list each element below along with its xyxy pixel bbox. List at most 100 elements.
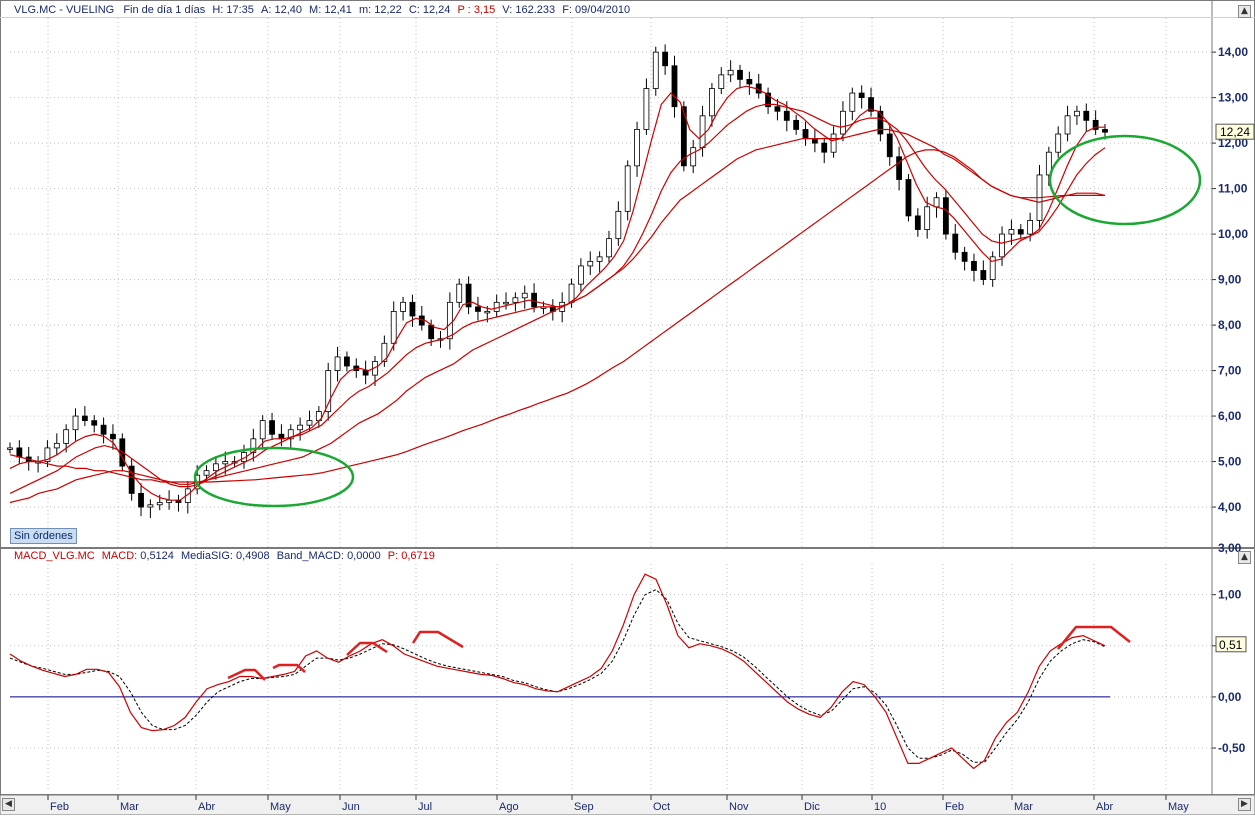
collapse-price-button[interactable]: ▲ (1238, 5, 1251, 18)
candle (989, 251, 996, 287)
candle (1074, 105, 1080, 125)
candle (128, 458, 135, 501)
candle-body (1074, 110, 1080, 117)
price-tick-label: 9,00 (1218, 273, 1242, 287)
candle-body (699, 115, 706, 149)
candle-body (203, 470, 210, 476)
macd-last-box (1215, 636, 1247, 653)
band-value: 0,0000 (347, 550, 381, 562)
candle (147, 499, 154, 518)
candle-body (868, 97, 874, 112)
candle (72, 408, 79, 441)
candle-body (1055, 133, 1062, 153)
candle-body (811, 138, 818, 144)
candle-body (727, 69, 734, 76)
candle (896, 146, 903, 191)
candle (306, 410, 313, 431)
price-tick-label: 14,00 (1218, 45, 1248, 59)
candle-body (690, 147, 697, 167)
candle-body (446, 301, 453, 340)
candle-body (156, 502, 163, 506)
date-tick-label: Feb (945, 801, 964, 813)
h-label: H: (212, 4, 224, 16)
candle (961, 246, 968, 271)
candle (325, 362, 332, 421)
scroll-right-button[interactable]: ▶ (1238, 798, 1251, 811)
candle (1055, 126, 1062, 158)
candle (381, 335, 388, 367)
sig-value: 0,4908 (236, 550, 270, 562)
price-panel[interactable] (7, 44, 1108, 518)
candle (774, 98, 781, 121)
macd-label: MACD: (101, 550, 138, 562)
candle-body (905, 179, 912, 217)
candle (250, 428, 257, 462)
c-label: C: (408, 4, 420, 16)
top-mark-5 (1057, 625, 1131, 650)
candle-body (737, 69, 743, 80)
candle (886, 126, 893, 166)
macd-tick-label: -0,50 (1218, 741, 1246, 755)
top-mark-2 (272, 663, 306, 673)
candle-body (840, 110, 846, 135)
candle-body (409, 301, 416, 317)
no-orders-badge[interactable]: Sin órdenes (10, 528, 77, 544)
candle-body (1092, 119, 1099, 130)
highlight-ellipse-2 (1048, 134, 1202, 226)
price-header: VLG.MC - VUELING Fin de día 1 días H: 17… (14, 4, 630, 16)
candle-body (456, 283, 463, 303)
candle-body (1027, 220, 1034, 235)
date-tick-label: May (270, 801, 291, 813)
candle-body (306, 420, 313, 426)
candle-body (774, 106, 781, 112)
candle (269, 412, 275, 440)
min-value: 12,22 (374, 4, 402, 16)
macd-p-label: P: (387, 550, 399, 562)
macd-line (9, 573, 1106, 770)
candle (596, 251, 603, 273)
candle-body (1045, 151, 1052, 176)
candle (297, 417, 304, 441)
price-tick-label: 11,00 (1218, 182, 1248, 196)
candle (737, 64, 743, 89)
top-mark-3 (346, 641, 388, 656)
candle (512, 292, 519, 312)
candle (971, 253, 977, 282)
sig-label: MediaSIG: (180, 550, 233, 562)
candle-body (577, 265, 584, 285)
candle (980, 260, 987, 286)
candle (334, 346, 341, 382)
macd-last-label: 0,51 (1219, 638, 1243, 652)
scroll-left-button[interactable]: ◀ (2, 798, 15, 811)
candle-body (587, 260, 594, 267)
period-label: Fin de día 1 días (123, 4, 206, 16)
candle-body (362, 370, 369, 376)
candle-body (942, 197, 949, 235)
macd-panel[interactable] (9, 573, 1110, 770)
candle-body (643, 88, 650, 130)
date-tick-label: Mar (1014, 801, 1033, 813)
collapse-macd-button[interactable]: ▲ (1238, 551, 1251, 564)
date-tick-label: 10 (874, 801, 886, 813)
date-tick-label: Ago (499, 801, 519, 813)
candle (709, 83, 715, 127)
f-value: 09/04/2010 (575, 4, 631, 16)
date-tick-label: May (1168, 801, 1189, 813)
candle-body (381, 342, 388, 362)
top-mark-4 (411, 630, 464, 649)
price-tick-label: 8,00 (1218, 318, 1242, 332)
candle-body (81, 415, 88, 422)
candle (793, 114, 800, 135)
candle-body (886, 133, 893, 158)
candle (100, 417, 107, 444)
candle-body (344, 356, 350, 367)
candle (344, 351, 350, 372)
candle (475, 296, 481, 321)
candle-body (718, 74, 725, 89)
candle-body (624, 165, 631, 212)
candle-body (428, 324, 435, 340)
min-label: m: (358, 4, 372, 16)
candle (1064, 105, 1071, 142)
